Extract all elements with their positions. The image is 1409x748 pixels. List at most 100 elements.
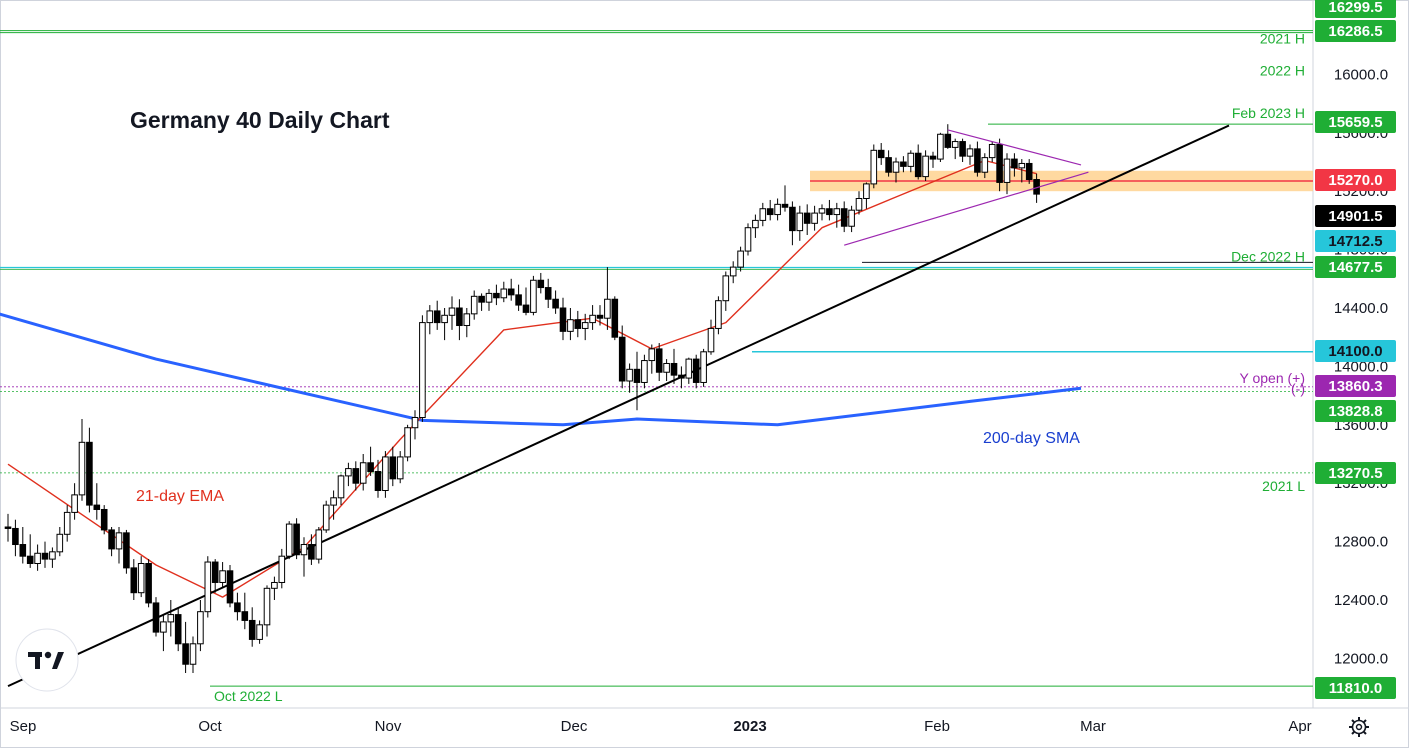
candle	[137, 563, 145, 594]
candle	[641, 360, 648, 383]
candle	[389, 456, 397, 480]
candle	[670, 362, 678, 376]
candle	[78, 441, 86, 496]
time-tick-label: Mar	[1080, 718, 1106, 735]
candle	[1011, 158, 1018, 169]
tradingview-logo[interactable]	[15, 628, 79, 692]
price-badge	[1315, 677, 1396, 699]
candle	[396, 456, 404, 480]
level-label: 2021 L	[1262, 478, 1305, 494]
candle	[419, 322, 426, 419]
gear-icon[interactable]	[1349, 717, 1369, 737]
price-badge-label: 13860.3	[1328, 378, 1382, 395]
price-tick-label: 12800.0	[1334, 534, 1388, 551]
candle	[552, 298, 559, 309]
candle	[678, 374, 685, 379]
price-badge-label: 14901.5	[1328, 208, 1382, 225]
candle	[766, 208, 774, 216]
candle	[478, 295, 485, 303]
candle	[456, 307, 463, 327]
candle	[271, 581, 278, 589]
price-badge	[1315, 400, 1396, 422]
candle	[818, 208, 826, 214]
candle	[870, 149, 878, 185]
candle	[759, 208, 767, 221]
triangle-upper-line	[947, 129, 1082, 166]
time-tick-label: Dec	[561, 718, 588, 735]
candle	[833, 208, 841, 216]
candle	[248, 619, 256, 640]
price-badge	[1315, 169, 1396, 191]
candle	[863, 183, 870, 199]
price-badge	[1315, 375, 1396, 397]
candle	[4, 526, 12, 529]
trendline	[7, 124, 1230, 688]
price-badge	[1315, 111, 1396, 133]
candle	[63, 511, 71, 535]
candle	[966, 148, 974, 157]
candle	[448, 307, 456, 316]
candle	[581, 322, 589, 329]
candle	[71, 494, 78, 513]
candle	[197, 611, 204, 645]
ema-21-line	[7, 159, 1037, 598]
candle	[404, 427, 411, 458]
candle	[100, 508, 108, 531]
candle	[411, 417, 419, 429]
candle	[811, 212, 818, 224]
candle	[234, 602, 241, 613]
candle	[241, 611, 249, 621]
candle	[574, 319, 582, 329]
candle	[604, 298, 611, 319]
price-badge	[1315, 0, 1396, 18]
candle	[848, 209, 855, 227]
ema-label: 21-day EMA	[136, 488, 224, 505]
candle	[26, 555, 34, 565]
time-tick-label: Nov	[375, 718, 402, 735]
price-badge-label: 13828.8	[1328, 403, 1382, 420]
price-badge-label: 13270.5	[1328, 465, 1382, 482]
price-badge	[1315, 340, 1396, 362]
candle	[337, 475, 345, 499]
time-tick-label: Feb	[924, 718, 950, 735]
price-tick-label: 14400.0	[1334, 300, 1388, 317]
candle	[937, 133, 944, 160]
candle	[470, 295, 478, 315]
time-tick-label: Apr	[1288, 718, 1311, 735]
candle	[167, 614, 175, 623]
candle	[589, 314, 596, 324]
candle	[914, 152, 922, 178]
candle	[500, 288, 508, 299]
candle	[359, 462, 367, 484]
candle	[322, 504, 330, 531]
price-badge	[1315, 205, 1396, 227]
candle	[374, 471, 382, 491]
candle	[700, 351, 707, 383]
candle	[996, 143, 1003, 183]
candle	[49, 551, 56, 560]
time-tick-label: Oct	[198, 718, 222, 735]
price-tick-label: 12400.0	[1334, 592, 1388, 609]
candle	[485, 292, 493, 303]
candle	[1003, 158, 1011, 183]
candle	[737, 250, 744, 268]
candle	[308, 544, 315, 560]
candle	[108, 529, 115, 550]
sma-200-line	[0, 312, 1082, 427]
candle	[1018, 162, 1026, 169]
candle	[263, 587, 271, 626]
candle	[567, 319, 574, 332]
candle	[285, 523, 293, 557]
candle	[56, 533, 64, 553]
candle	[130, 567, 138, 594]
candle	[789, 206, 796, 232]
level-label: 2021 H	[1260, 31, 1305, 47]
candle	[885, 157, 892, 173]
candle	[618, 336, 626, 382]
candle	[145, 563, 152, 604]
candle	[507, 288, 515, 296]
candle	[382, 456, 389, 492]
candle	[433, 310, 441, 324]
candle	[278, 555, 286, 583]
